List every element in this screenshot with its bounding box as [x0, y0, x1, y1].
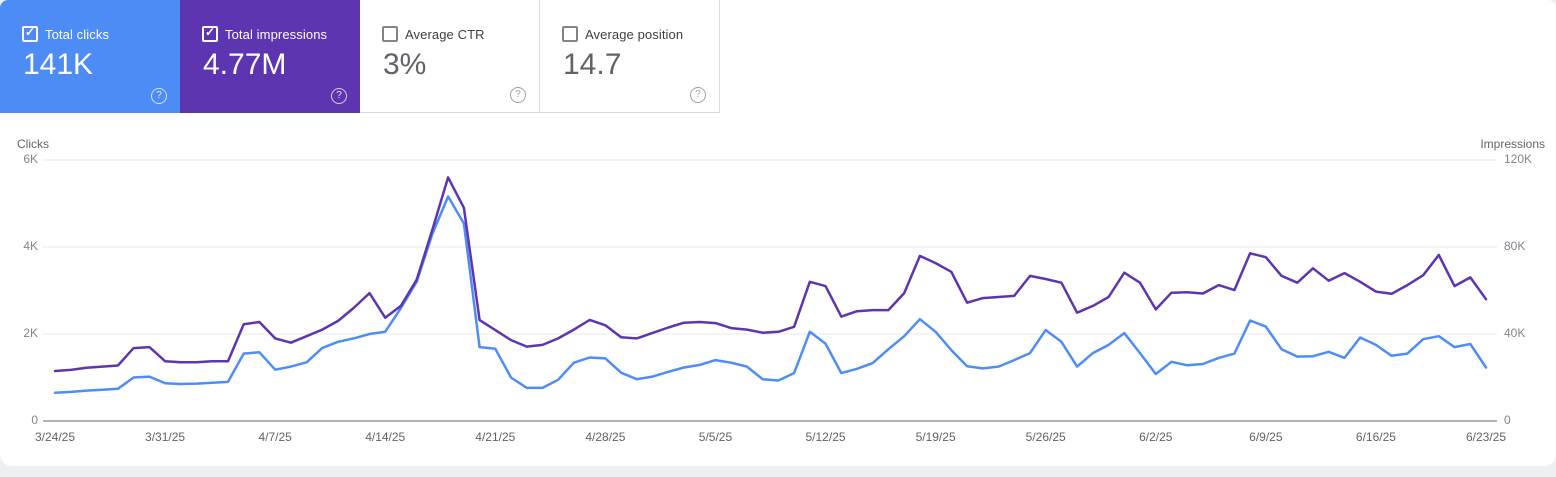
- help-icon[interactable]: ?: [510, 87, 526, 103]
- y-axis-tick-label: 2K: [23, 326, 38, 340]
- card-average-ctr[interactable]: Average CTR 3% ?: [360, 0, 540, 113]
- x-axis-tick-label: 6/2/25: [1139, 430, 1173, 444]
- right-axis-title: Impressions: [1480, 137, 1545, 151]
- card-value: 3%: [383, 48, 427, 81]
- card-value: 14.7: [563, 48, 622, 81]
- card-value: 4.77M: [203, 48, 287, 81]
- x-axis-tick-label: 5/12/25: [805, 430, 846, 444]
- help-icon[interactable]: ?: [690, 87, 706, 103]
- help-icon[interactable]: ?: [331, 88, 347, 104]
- x-axis-tick-label: 4/21/25: [475, 430, 516, 444]
- y-axis-tick-label: 0: [1504, 413, 1511, 427]
- x-axis-tick-label: 5/19/25: [915, 430, 956, 444]
- y-axis-tick-label: 80K: [1504, 239, 1526, 253]
- x-axis-tick-label: 6/9/25: [1249, 430, 1283, 444]
- x-axis-tick-label: 3/31/25: [145, 430, 186, 444]
- card-average-position[interactable]: Average position 14.7 ?: [540, 0, 720, 113]
- x-axis-tick-label: 3/24/25: [34, 430, 76, 444]
- x-axis-tick-label: 5/26/25: [1025, 430, 1066, 444]
- y-axis-tick-label: 120K: [1504, 152, 1533, 166]
- y-axis-tick-label: 4K: [23, 239, 38, 253]
- clicks-line: [53, 195, 1488, 394]
- impressions-line: [53, 176, 1488, 373]
- card-label: Total impressions: [225, 27, 328, 42]
- x-axis-tick-label: 4/7/25: [258, 430, 292, 444]
- x-axis-tick-label: 5/5/25: [698, 430, 733, 444]
- help-icon[interactable]: ?: [151, 88, 167, 104]
- card-total-clicks[interactable]: Total clicks 141K ?: [0, 0, 180, 113]
- card-total-impressions[interactable]: Total impressions 4.77M ?: [180, 0, 360, 113]
- card-label: Average CTR: [405, 27, 485, 42]
- x-axis-tick-label: 4/14/25: [365, 430, 406, 444]
- metric-cards-row: Total clicks 141K ? Total impressions 4.…: [0, 0, 720, 113]
- checkbox-checked-icon[interactable]: [202, 25, 218, 42]
- y-axis-tick-label: 40K: [1504, 326, 1526, 340]
- checkbox-unchecked-icon[interactable]: [562, 26, 578, 42]
- x-axis-tick-label: 4/28/25: [585, 430, 626, 444]
- y-axis-tick-label: 0: [31, 413, 38, 427]
- x-axis-tick-label: 6/23/25: [1465, 430, 1507, 444]
- card-value: 141K: [23, 48, 94, 81]
- left-axis-title: Clicks: [17, 137, 49, 151]
- card-label: Average position: [585, 27, 684, 42]
- checkbox-checked-icon[interactable]: [22, 25, 38, 42]
- checkbox-unchecked-icon[interactable]: [382, 26, 398, 42]
- x-axis-tick-label: 6/16/25: [1355, 430, 1396, 444]
- y-axis-tick-label: 6K: [23, 152, 38, 166]
- card-label: Total clicks: [45, 27, 110, 42]
